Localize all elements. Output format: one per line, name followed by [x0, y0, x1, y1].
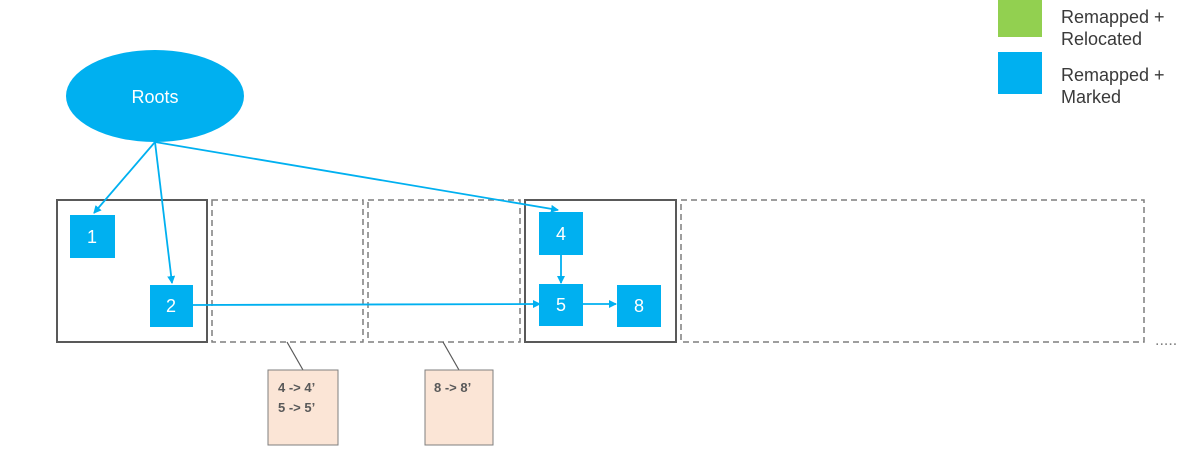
- forwarding-entry: 5 -> 5’: [278, 400, 315, 415]
- ellipsis: .....: [1155, 332, 1177, 349]
- page-5-dashed: [681, 200, 1144, 342]
- callout-connector-1: [287, 342, 303, 370]
- forwarding-table-2: 8 -> 8’: [425, 370, 493, 445]
- legend-label-marked: Remapped + Marked: [1061, 64, 1165, 108]
- svg-text:5: 5: [556, 295, 566, 315]
- edge-roots-to-1: [94, 142, 155, 213]
- svg-text:2: 2: [166, 296, 176, 316]
- page-3-dashed: [368, 200, 520, 342]
- callout-connector-2: [443, 342, 459, 370]
- object-8[interactable]: 8: [617, 285, 661, 327]
- object-4[interactable]: 4: [539, 212, 583, 255]
- object-5[interactable]: 5: [539, 284, 583, 326]
- svg-text:4: 4: [556, 224, 566, 244]
- edge-roots-to-2: [155, 142, 172, 283]
- object-2[interactable]: 2: [150, 285, 193, 327]
- svg-text:8: 8: [634, 296, 644, 316]
- object-1[interactable]: 1: [70, 215, 115, 258]
- roots-label: Roots: [131, 87, 178, 107]
- roots-node[interactable]: Roots: [66, 50, 244, 142]
- forwarding-table-1: 4 -> 4’ 5 -> 5’: [268, 370, 338, 445]
- svg-text:1: 1: [87, 227, 97, 247]
- forwarding-entry: 8 -> 8’: [434, 380, 471, 395]
- legend-swatch-relocated: [998, 0, 1042, 37]
- edge-2-to-5: [193, 304, 540, 305]
- forwarding-entry: 4 -> 4’: [278, 380, 315, 395]
- page-2-dashed: [212, 200, 363, 342]
- legend-swatch-marked: [998, 52, 1042, 94]
- legend-label-relocated: Remapped + Relocated: [1061, 6, 1165, 50]
